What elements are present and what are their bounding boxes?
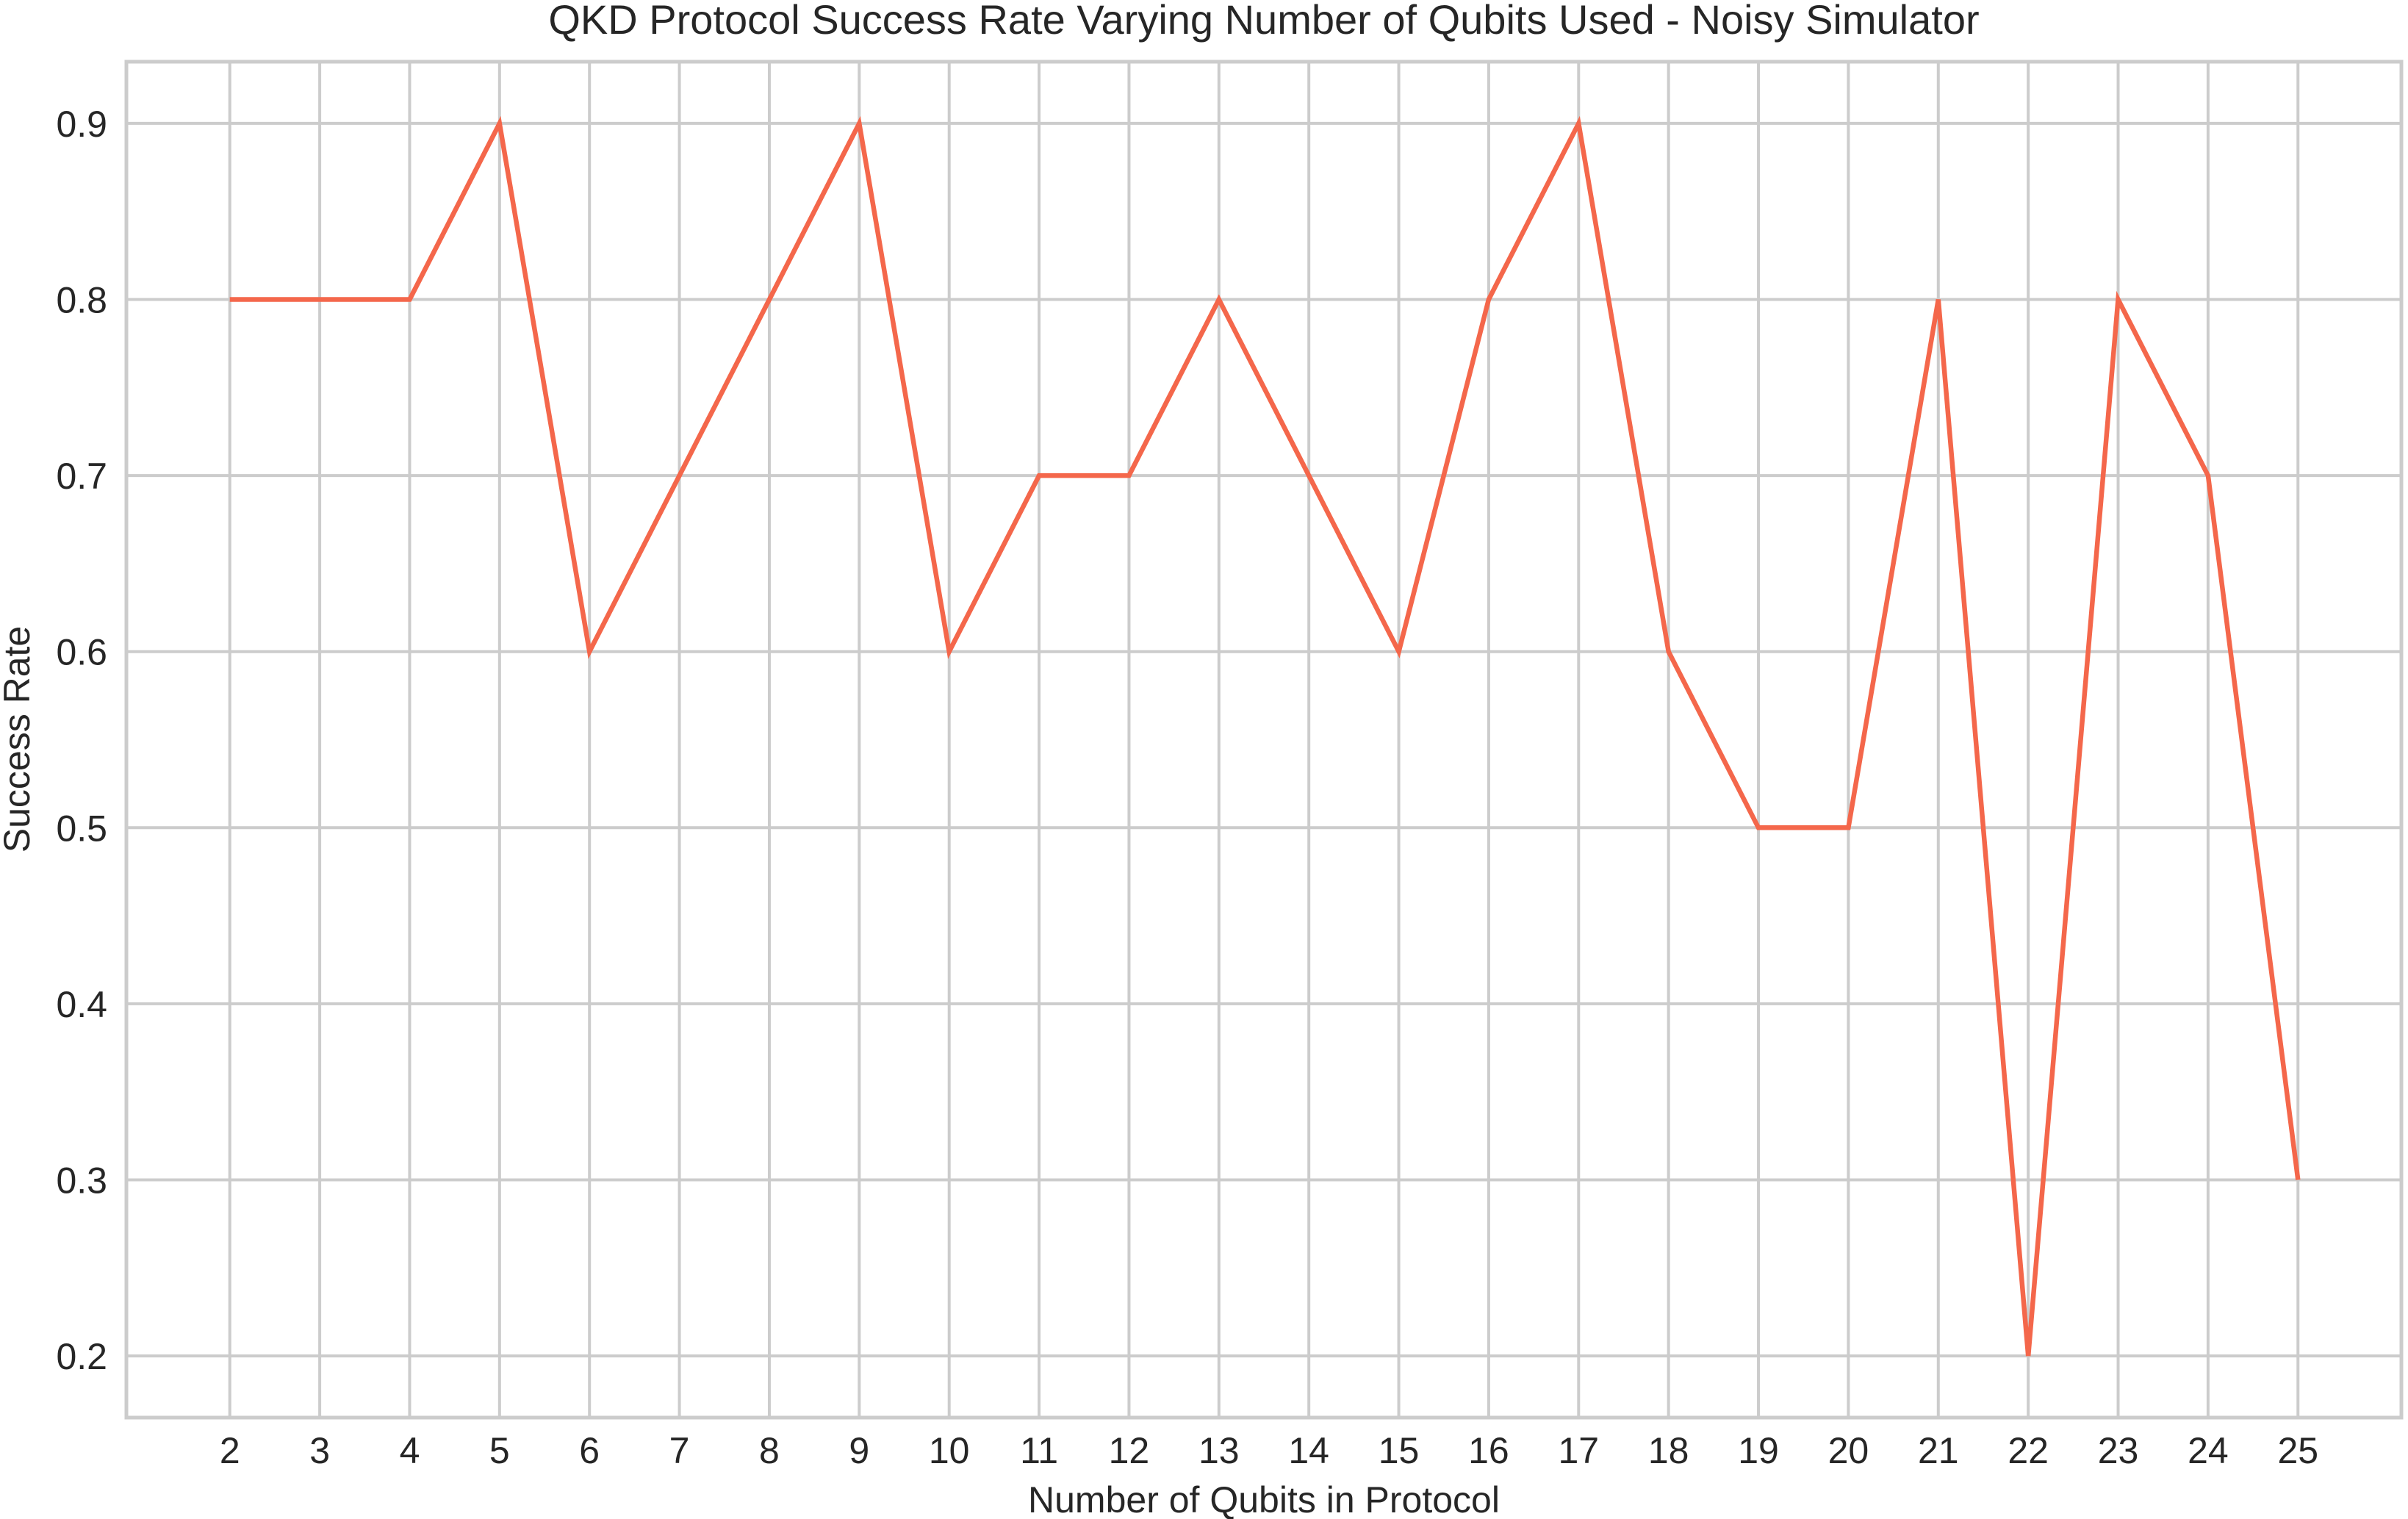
series-line <box>229 115 2301 1357</box>
series-group <box>228 115 2301 1358</box>
x-tick-label: 25 <box>2277 1430 2318 1471</box>
x-tick-label: 9 <box>849 1430 869 1471</box>
x-tick-label: 13 <box>1198 1430 1240 1471</box>
y-tick-label: 0.9 <box>56 104 107 145</box>
data-point <box>1936 297 1941 301</box>
chart-title: QKD Protocol Success Rate Varying Number… <box>548 0 1979 43</box>
x-tick-label: 20 <box>1828 1430 1869 1471</box>
data-point <box>947 650 952 654</box>
data-point <box>678 473 682 478</box>
data-point <box>2026 1354 2030 1358</box>
y-tick-labels: 0.2 0.3 0.4 0.5 0.6 0.7 0.8 0.9 <box>56 104 107 1377</box>
data-point <box>1037 473 1041 478</box>
x-tick-label: 17 <box>1558 1430 1599 1471</box>
data-point <box>1667 650 1671 654</box>
data-point <box>1126 473 1131 478</box>
data-point <box>228 297 232 301</box>
y-tick-label: 0.6 <box>56 632 107 673</box>
data-point <box>1487 297 1491 301</box>
x-axis-label: Number of Qubits in Protocol <box>1028 1479 1500 1519</box>
data-point <box>2206 473 2210 478</box>
x-tick-label: 3 <box>309 1430 330 1471</box>
y-tick-label: 0.4 <box>56 984 107 1025</box>
x-tick-label: 7 <box>669 1430 690 1471</box>
data-point <box>1307 473 1311 478</box>
x-tick-label: 5 <box>489 1430 510 1471</box>
y-tick-label: 0.8 <box>56 279 107 320</box>
x-tick-label: 18 <box>1648 1430 1689 1471</box>
grid-lines <box>126 62 2401 1418</box>
plot-area <box>124 60 2404 1420</box>
y-tick-label: 0.3 <box>56 1160 107 1202</box>
data-point <box>587 650 592 654</box>
x-tick-label: 22 <box>2008 1430 2049 1471</box>
data-point <box>407 297 411 301</box>
x-tick-label: 16 <box>1468 1430 1509 1471</box>
y-axis-label: Success Rate <box>0 626 37 852</box>
data-point <box>2116 297 2121 301</box>
data-point <box>1756 825 1761 830</box>
data-point <box>2296 1178 2300 1182</box>
x-tick-label: 6 <box>579 1430 600 1471</box>
x-tick-label: 21 <box>1918 1430 1959 1471</box>
data-point <box>767 297 772 301</box>
data-point <box>1576 121 1581 126</box>
data-point <box>317 297 322 301</box>
data-point <box>497 121 502 126</box>
x-tick-label: 24 <box>2188 1430 2229 1471</box>
y-tick-label: 0.7 <box>56 456 107 497</box>
x-tick-labels: 2 3 4 5 6 7 8 9 10 11 12 13 14 15 16 17 18 19 20 21 22 23 24 25 <box>220 1430 2318 1471</box>
x-tick-label: 12 <box>1109 1430 1150 1471</box>
data-point <box>1846 825 1850 830</box>
x-tick-label: 2 <box>220 1430 240 1471</box>
data-point <box>1217 297 1221 301</box>
x-tick-label: 23 <box>2098 1430 2139 1471</box>
x-tick-label: 19 <box>1738 1430 1779 1471</box>
x-tick-label: 15 <box>1379 1430 1420 1471</box>
data-point <box>857 121 861 126</box>
x-tick-label: 11 <box>1020 1430 1058 1471</box>
x-tick-label: 14 <box>1288 1430 1329 1471</box>
data-point <box>1397 650 1401 654</box>
x-tick-label: 8 <box>759 1430 780 1471</box>
y-tick-label: 0.5 <box>56 808 107 849</box>
x-tick-label: 4 <box>400 1430 420 1471</box>
x-tick-label: 10 <box>929 1430 970 1471</box>
y-tick-label: 0.2 <box>56 1336 107 1377</box>
